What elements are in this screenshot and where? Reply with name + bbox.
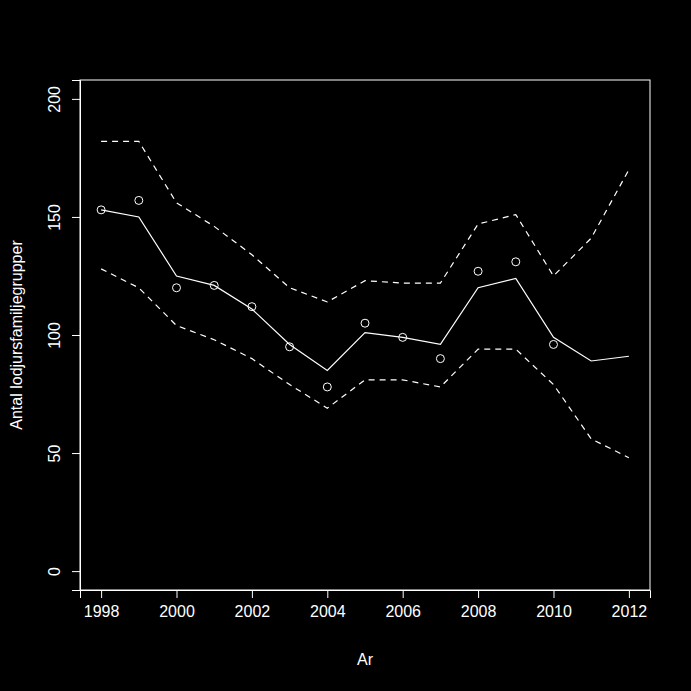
- data-point: [286, 343, 294, 351]
- x-axis-title: Ar: [357, 651, 374, 668]
- x-tick-label: 2010: [536, 603, 572, 620]
- data-point: [399, 333, 407, 341]
- y-tick-mark: [72, 217, 80, 218]
- x-tick-label: 1998: [84, 603, 120, 620]
- data-point: [361, 319, 369, 327]
- y-tick-label: 200: [46, 86, 63, 113]
- x-tick-mark: [101, 590, 102, 598]
- x-tick-label: 2004: [310, 603, 346, 620]
- x-tick-mark: [177, 590, 178, 598]
- y-tick-label: 50: [46, 445, 63, 463]
- x-tick: 2010: [536, 590, 572, 620]
- series-line: [101, 269, 629, 458]
- x-tick: 2008: [461, 590, 497, 620]
- x-tick: 1998: [84, 590, 120, 620]
- x-tick-label: 2012: [612, 603, 648, 620]
- y-axis-title: Antal lodjursfamiljegrupper: [8, 240, 25, 430]
- x-tick-mark: [478, 590, 479, 598]
- plot-area: [97, 141, 629, 457]
- x-tick-mark: [403, 590, 404, 598]
- x-tick: 2004: [310, 590, 346, 620]
- y-tick: 0: [46, 567, 80, 576]
- data-point: [512, 258, 520, 266]
- background: [0, 0, 691, 691]
- x-tick-mark: [327, 590, 328, 598]
- y-tick-label: 150: [46, 204, 63, 231]
- y-tick-mark: [72, 99, 80, 100]
- data-point: [248, 303, 256, 311]
- y-tick: 100: [46, 322, 80, 349]
- axis-line: [72, 81, 81, 591]
- x-tick: 2000: [159, 590, 195, 620]
- data-point: [173, 284, 181, 292]
- x-tick: 2002: [235, 590, 271, 620]
- plot-frame: [80, 80, 650, 590]
- y-tick-mark: [72, 335, 80, 336]
- x-tick-mark: [629, 590, 630, 598]
- x-tick-mark: [553, 590, 554, 598]
- x-tick-label: 2006: [385, 603, 421, 620]
- data-point: [97, 206, 105, 214]
- x-tick-label: 2000: [159, 603, 195, 620]
- data-point: [474, 267, 482, 275]
- y-tick-mark: [72, 453, 80, 454]
- data-point: [210, 281, 218, 289]
- data-point: [436, 355, 444, 363]
- x-axis: 1998 2000 2002 2004 2006 2008 2010 2012: [81, 590, 651, 620]
- y-tick-label: 100: [46, 322, 63, 349]
- data-point: [549, 340, 557, 348]
- y-tick: 150: [46, 204, 80, 231]
- data-point: [323, 383, 331, 391]
- x-tick: 2012: [612, 590, 648, 620]
- y-tick-mark: [72, 571, 80, 572]
- x-tick-label: 2002: [235, 603, 271, 620]
- x-tick-label: 2008: [461, 603, 497, 620]
- x-tick: 2006: [385, 590, 421, 620]
- y-tick-label: 0: [46, 567, 63, 576]
- x-tick-mark: [252, 590, 253, 598]
- y-tick: 200: [46, 86, 80, 113]
- series-line: [101, 210, 629, 371]
- series-line: [101, 141, 629, 302]
- y-axis: 0 50 100 150 200: [46, 81, 80, 591]
- y-tick: 50: [46, 445, 80, 463]
- data-point: [135, 196, 143, 204]
- chart: 1998 2000 2002 2004 2006 2008 2010 2012 0 50 100 15…: [0, 0, 691, 691]
- axis-line: [81, 591, 651, 599]
